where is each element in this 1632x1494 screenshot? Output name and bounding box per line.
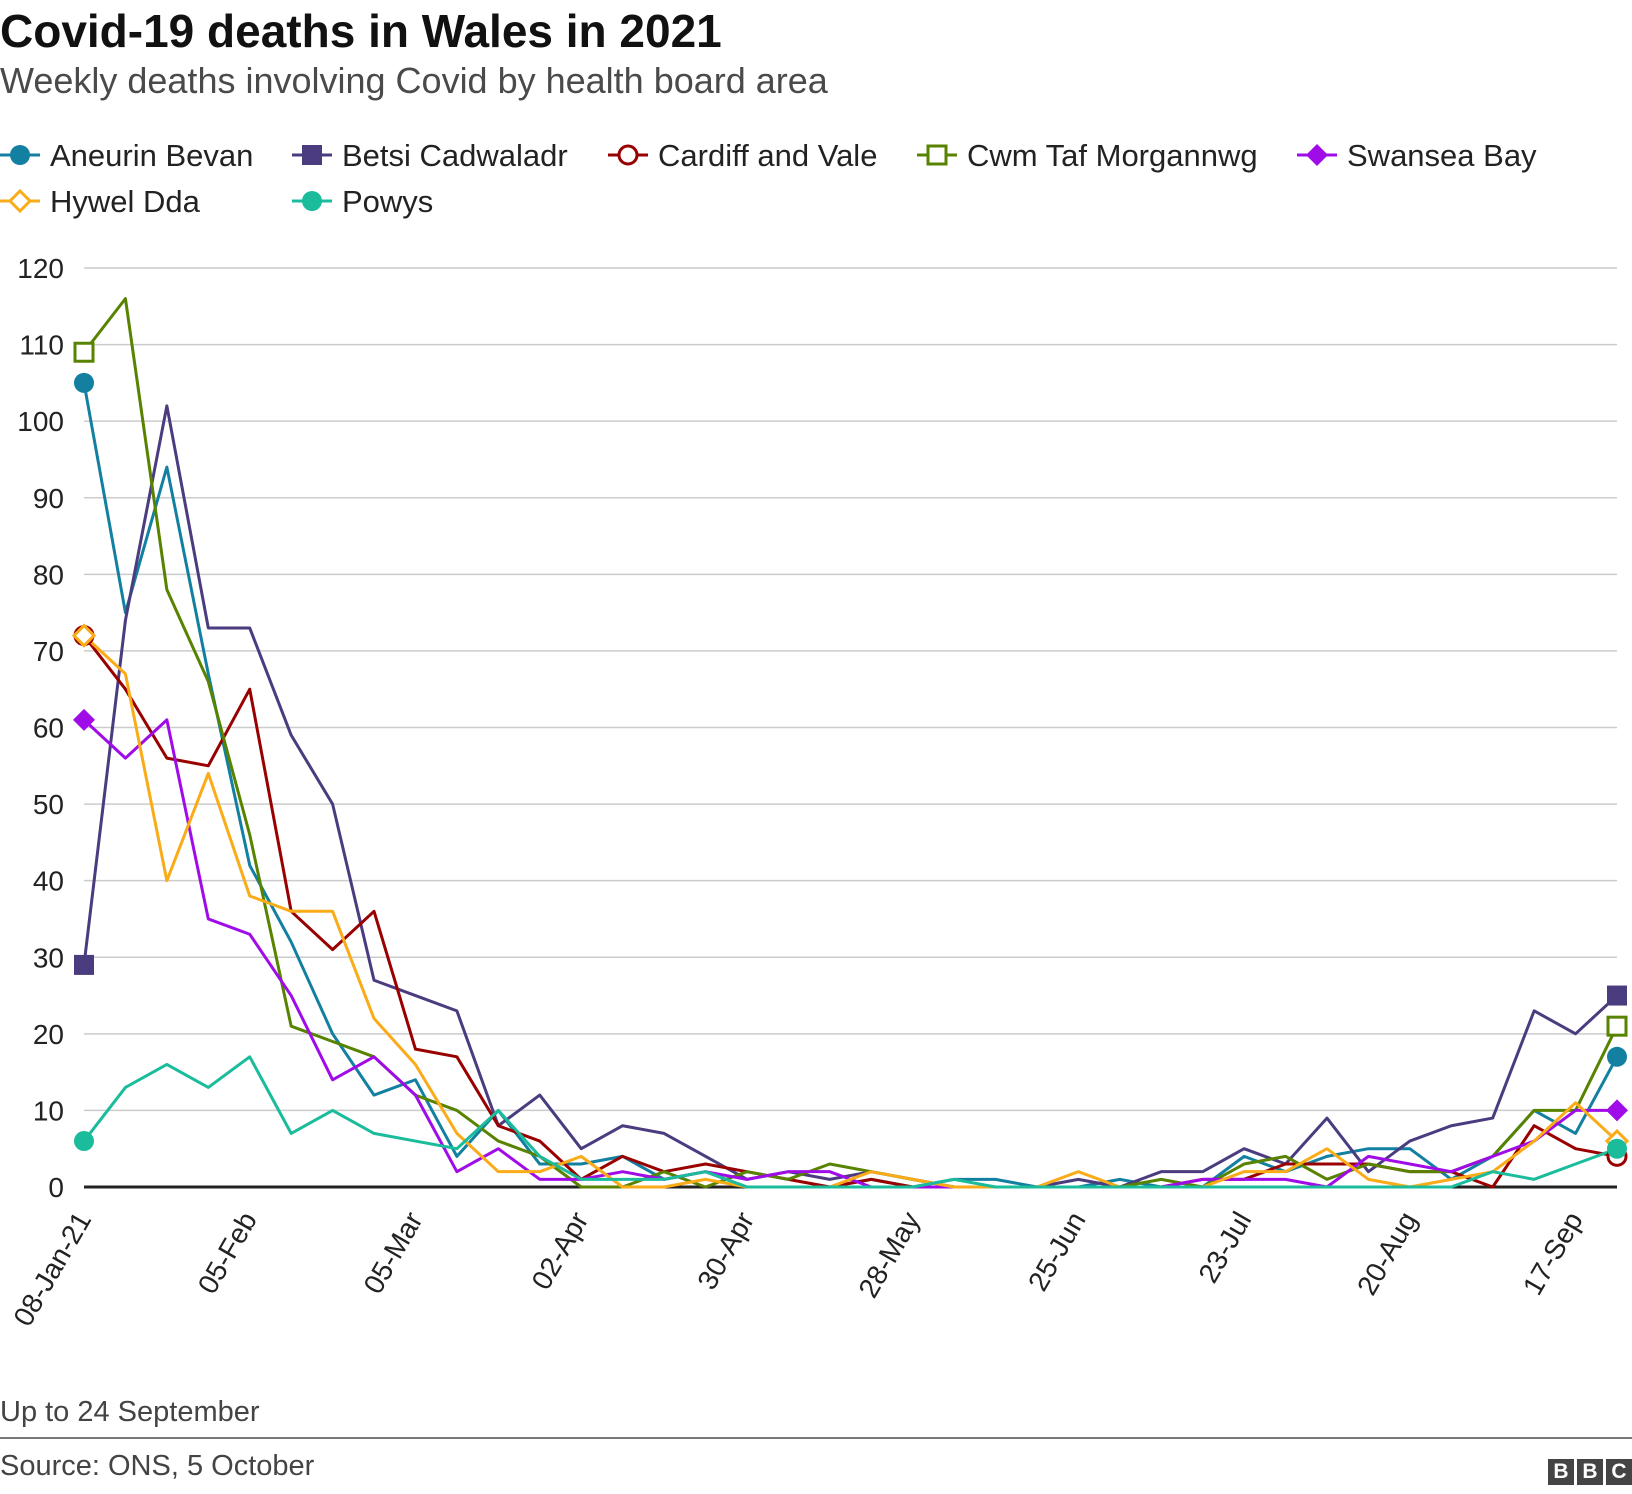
footer-divider (0, 1437, 1632, 1439)
marker-end-swansea-bay (1606, 1099, 1628, 1122)
logo-letter: C (1606, 1459, 1632, 1485)
series-line-aneurin-bevan (82, 381, 1619, 1189)
legend-label: Swansea Bay (1347, 138, 1537, 173)
y-tick-label: 50 (33, 789, 64, 820)
source-text: Source: ONS, 5 October (0, 1450, 315, 1482)
x-tick-label: 30-Apr (691, 1207, 760, 1295)
series-line-cardiff-and-vale (82, 634, 1619, 1189)
legend-marker-cardiff-and-vale (617, 144, 639, 166)
y-tick-label: 70 (33, 636, 64, 667)
x-tick-label: 02-Apr (526, 1207, 595, 1295)
x-tick-label: 05-Feb (192, 1207, 263, 1299)
marker-end-betsi-cadwaladr (1607, 985, 1627, 1006)
y-tick-label: 90 (33, 483, 64, 514)
legend-label: Cardiff and Vale (658, 138, 877, 173)
y-axis: 0 10 20 30 40 50 60 70 80 90 100 110 120 (17, 253, 64, 1203)
legend-label: Powys (342, 184, 433, 219)
logo-letter: B (1577, 1459, 1603, 1485)
x-axis: 08-Jan-21 05-Feb 05-Mar 02-Apr 30-Apr 28-May 2… (7, 1207, 1588, 1332)
gridlines (84, 267, 1617, 1189)
y-tick-label: 20 (33, 1019, 64, 1050)
y-tick-label: 80 (33, 559, 64, 590)
legend-marker-aneurin-bevan (10, 145, 30, 165)
x-tick-label: 17-Sep (1517, 1207, 1589, 1301)
bbc-logo: B B C (1548, 1459, 1632, 1485)
legend-label: Aneurin Bevan (50, 138, 253, 173)
y-tick-label: 30 (33, 942, 64, 973)
marker-start-hywel-dda (71, 623, 97, 648)
x-tick-label: 25-Jun (1022, 1207, 1092, 1297)
legend-label: Betsi Cadwaladr (342, 138, 568, 173)
y-tick-label: 100 (17, 406, 64, 437)
series-line-swansea-bay (82, 718, 1619, 1189)
series-markers (71, 341, 1630, 1167)
legend-marker-betsi-cadwaladr (302, 145, 322, 165)
chart-title: Covid-19 deaths in Wales in 2021 (0, 5, 722, 57)
line-chart: Aneurin Bevan Betsi Cadwaladr Cardiff and … (0, 138, 1630, 1332)
marker-start-aneurin-bevan (74, 372, 94, 393)
x-tick-label: 05-Mar (357, 1207, 428, 1299)
x-tick-label: 28-May (852, 1207, 926, 1303)
legend-marker-powys (302, 191, 322, 211)
legend-label: Hywel Dda (50, 184, 201, 219)
series-line-cwm-taf-morgannwg (82, 297, 1619, 1189)
marker-end-cwm-taf-morgannwg (1606, 1015, 1628, 1037)
series-line-powys (82, 1055, 1619, 1189)
legend-marker-cwm-taf-morgannwg (926, 144, 948, 166)
x-tick-label: 23-Jul (1192, 1207, 1257, 1289)
marker-end-powys (1607, 1138, 1627, 1159)
series-line-hywel-dda (82, 634, 1619, 1189)
chart-legend: Aneurin Bevan Betsi Cadwaladr Cardiff and … (0, 138, 1537, 219)
marker-end-aneurin-bevan (1607, 1046, 1627, 1067)
y-tick-label: 10 (33, 1095, 64, 1126)
y-tick-label: 40 (33, 866, 64, 897)
x-tick-label: 20-Aug (1351, 1207, 1423, 1301)
marker-start-powys (74, 1131, 94, 1152)
marker-start-swansea-bay (73, 708, 95, 731)
legend-label: Cwm Taf Morgannwg (967, 138, 1258, 173)
x-tick-label: 08-Jan-21 (7, 1207, 97, 1332)
y-tick-label: 110 (19, 330, 64, 361)
legend-marker-hywel-dda (7, 188, 33, 214)
series-lines (82, 297, 1619, 1189)
y-tick-label: 0 (48, 1172, 64, 1203)
marker-start-cwm-taf-morgannwg (73, 341, 95, 363)
logo-letter: B (1548, 1459, 1574, 1485)
y-tick-label: 60 (33, 713, 64, 744)
y-tick-label: 120 (17, 253, 64, 284)
series-line-betsi-cadwaladr (82, 404, 1619, 1189)
footnote: Up to 24 September (0, 1396, 260, 1428)
legend-marker-swansea-bay (1306, 144, 1328, 166)
chart-subtitle: Weekly deaths involving Covid by health … (0, 60, 828, 101)
marker-start-betsi-cadwaladr (74, 954, 94, 975)
